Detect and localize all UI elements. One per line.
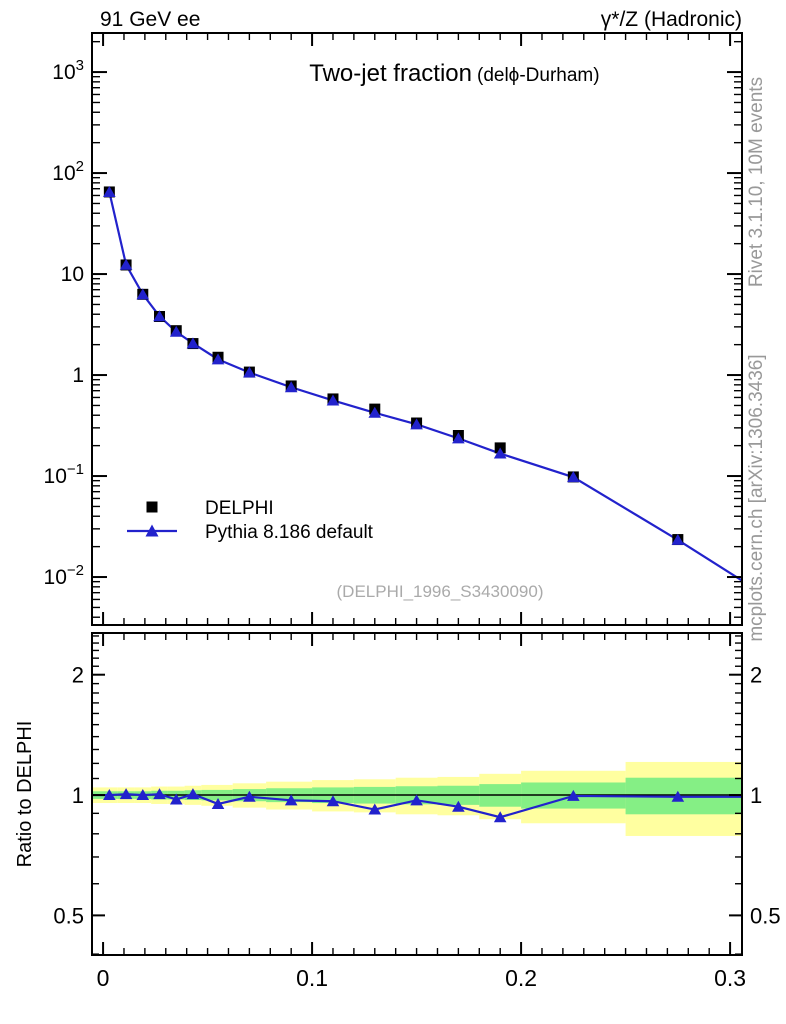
ratio-point — [119, 788, 133, 800]
pythia-data-point — [410, 418, 423, 430]
header-process: γ*/Z (Hadronic) — [601, 8, 742, 31]
svg-text:1: 1 — [72, 364, 84, 387]
pythia-data-point — [452, 432, 465, 444]
svg-text:0.1: 0.1 — [296, 965, 328, 991]
legend: DELPHI Pythia 8.186 default — [127, 498, 374, 543]
ratio-point — [186, 788, 200, 800]
plot-subtitle: (delϕ-Durham) — [477, 65, 600, 86]
svg-text:0.2: 0.2 — [505, 965, 537, 991]
svg-text:2: 2 — [750, 663, 762, 688]
plot-title: Two-jet fraction — [309, 60, 472, 87]
pythia-data-point — [186, 337, 200, 349]
ratio-point — [326, 795, 340, 807]
svg-text:10−2: 10−2 — [44, 562, 84, 589]
ratio-axis-title: Ratio to DELPHI — [14, 721, 36, 868]
ratio-point — [671, 790, 685, 802]
pythia-data-point — [671, 533, 685, 545]
ratio-point — [493, 811, 507, 823]
svg-text:10−1: 10−1 — [44, 461, 84, 488]
pythia-data-point — [136, 288, 150, 300]
svg-text:103: 103 — [52, 57, 84, 84]
pythia-data-point — [326, 394, 340, 406]
legend-label-delphi: DELPHI — [205, 498, 274, 519]
axes-frames-ticks — [91, 32, 743, 956]
legend-marker-delphi-square — [146, 501, 158, 513]
svg-text:0: 0 — [97, 965, 110, 991]
svg-text:1: 1 — [72, 783, 84, 808]
ratio-point — [103, 789, 116, 801]
data-series — [92, 185, 742, 823]
ratio-point — [153, 788, 166, 800]
ratio-point — [368, 803, 382, 815]
pythia-data-point — [103, 185, 116, 197]
pythia-data-point — [567, 471, 580, 483]
header-beam-energy: 91 GeV ee — [100, 8, 200, 31]
svg-text:1: 1 — [750, 783, 762, 808]
legend-marker-pythia-triangle — [145, 524, 159, 537]
svg-text:0.5: 0.5 — [750, 903, 781, 928]
ratio-point — [169, 793, 183, 805]
ratio-point — [284, 794, 298, 806]
pythia-data-point — [243, 366, 256, 378]
pythia-data-point — [119, 258, 133, 270]
analysis-watermark: (DELPHI_1996_S3430090) — [337, 582, 544, 601]
rivet-version-note: Rivet 3.1.10, 10M events — [746, 77, 767, 287]
pythia-data-point — [169, 325, 183, 337]
ratio-point — [410, 794, 423, 806]
svg-text:0.5: 0.5 — [53, 903, 84, 928]
ratio-point — [567, 789, 580, 801]
pythia-data-point — [153, 310, 166, 322]
ratio-point — [136, 789, 150, 801]
svg-text:0.3: 0.3 — [714, 965, 746, 991]
ratio-point — [211, 797, 225, 809]
svg-text:2: 2 — [72, 663, 84, 688]
pythia-data-point — [368, 406, 382, 418]
pythia-data-point — [284, 381, 298, 393]
mcplots-arxiv-note: mcplots.cern.ch [arXiv:1306.3436] — [746, 354, 767, 641]
svg-text:10: 10 — [61, 263, 84, 286]
pythia-data-point — [493, 447, 507, 459]
legend-label-pythia: Pythia 8.186 default — [205, 522, 374, 543]
ratio-point — [243, 790, 256, 802]
pythia-data-point — [211, 353, 225, 365]
svg-text:102: 102 — [52, 158, 84, 185]
ratio-point — [452, 800, 465, 812]
